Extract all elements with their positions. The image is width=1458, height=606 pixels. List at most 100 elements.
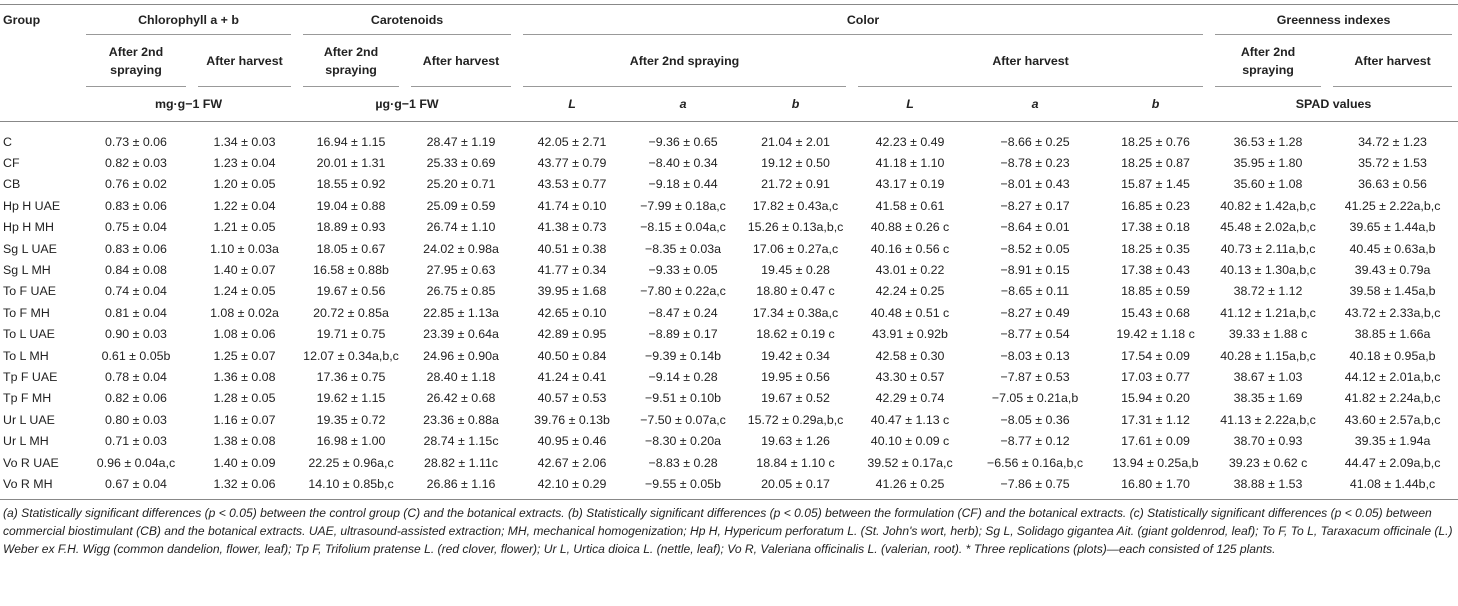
value-cell-spad-s: 45.48 ± 2.02a,b,c — [1220, 220, 1316, 235]
value-cell-car-s: 18.55 ± 0.92 — [316, 177, 386, 192]
value-cell-car-s: 16.98 ± 1.00 — [316, 434, 386, 449]
group-header: Group — [0, 4, 80, 35]
value-cell-chl-h: 1.08 ± 0.02a — [210, 305, 279, 320]
chlorophyll-header: Chlorophyll a + b — [80, 4, 298, 35]
value-cell-spad-h: 43.60 ± 2.57a,b,c — [1344, 412, 1441, 427]
spad-unit: SPAD values — [1209, 87, 1458, 122]
value-cell-b-s: 15.26 ± 0.13a,b,c — [747, 220, 844, 235]
group-cell: Ur L MH — [3, 434, 49, 449]
value-cell-b-h: 16.80 ± 1.70 — [1102, 473, 1210, 500]
value-cell-spad-s: 38.35 ± 1.69 — [1233, 391, 1303, 406]
value-cell-b-h: 15.87 ± 1.45 — [1121, 177, 1190, 192]
value-cell-a-s: −8.15 ± 0.04a,c — [640, 220, 726, 235]
value-cell-car-s: 20.01 ± 1.31 — [316, 156, 386, 171]
value-cell-chl-h: 1.24 ± 0.05 — [213, 284, 276, 299]
value-cell-b-s: 17.34 ± 0.38a,c — [752, 305, 839, 320]
table-row: To F UAE 0.74 ± 0.04 1.24 ± 0.05 19.67 ± 0.… — [0, 281, 1458, 302]
table-row: Sg L MH 0.84 ± 0.08 1.40 ± 0.07 16.58 ± 0.8… — [0, 259, 1458, 280]
table-row: Ur L UAE 0.80 ± 0.03 1.16 ± 0.07 19.35 ± 0.… — [0, 409, 1458, 430]
value-cell-chl-h: 1.38 ± 0.08 — [213, 434, 276, 449]
value-cell-b-s: 17.06 ± 0.27a,c — [752, 241, 839, 256]
value-cell-car-h: 26.42 ± 0.68 — [426, 391, 496, 406]
value-cell-a-s: −8.35 ± 0.03a — [645, 241, 722, 256]
value-cell-car-h: 26.86 ± 1.16 — [405, 473, 518, 500]
value-cell-L-s: 43.53 ± 0.77 — [537, 177, 607, 192]
value-cell-spad-s: 40.73 ± 2.11a,b,c — [1220, 241, 1316, 256]
value-cell-car-s: 19.67 ± 0.56 — [316, 284, 386, 299]
value-cell-b-h: 15.43 ± 0.68 — [1121, 305, 1190, 320]
results-table: Group Chlorophyll a + b Carotenoids Colo… — [0, 4, 1458, 500]
value-cell-a-h: −8.05 ± 0.36 — [1000, 412, 1070, 427]
value-cell-L-h: 40.48 ± 0.51 c — [870, 305, 950, 320]
table-row: Vo R UAE 0.96 ± 0.04a,c 1.40 ± 0.09 22.25 ±… — [0, 452, 1458, 473]
value-cell-spad-s: 41.12 ± 1.21a,b,c — [1220, 305, 1316, 320]
value-cell-spad-h: 35.72 ± 1.53 — [1358, 156, 1427, 171]
table-row: Hp H UAE 0.83 ± 0.06 1.22 ± 0.04 19.04 ± 0.… — [0, 195, 1458, 216]
value-cell-L-s: 41.74 ± 0.10 — [537, 198, 607, 213]
group-cell: Vo R MH — [0, 473, 80, 500]
value-cell-car-h: 25.33 ± 0.69 — [426, 156, 496, 171]
value-cell-spad-s: 36.53 ± 1.28 — [1233, 134, 1303, 149]
value-cell-spad-h: 44.47 ± 2.09a,b,c — [1344, 455, 1441, 470]
value-cell-b-h: 17.31 ± 1.12 — [1121, 412, 1190, 427]
value-cell-spad-h: 41.25 ± 2.22a,b,c — [1344, 198, 1441, 213]
value-cell-spad-h: 39.58 ± 1.45a,b — [1349, 284, 1436, 299]
value-cell-car-h: 23.36 ± 0.88a — [423, 412, 499, 427]
L-harvest-header: L — [852, 87, 969, 122]
value-cell-b-s: 19.67 ± 0.52 — [761, 391, 830, 406]
chl-after-harvest-header: After harvest — [192, 35, 297, 87]
value-cell-b-h: 15.94 ± 0.20 — [1121, 391, 1190, 406]
value-cell-a-h: −7.86 ± 0.75 — [968, 473, 1103, 500]
value-cell-chl-s: 0.67 ± 0.04 — [80, 473, 192, 500]
value-cell-car-s: 17.36 ± 0.75 — [316, 369, 386, 384]
value-cell-chl-h: 1.21 ± 0.05 — [213, 220, 276, 235]
value-cell-spad-s: 40.28 ± 1.15a,b,c — [1220, 348, 1316, 363]
value-cell-car-h: 28.40 ± 1.18 — [426, 369, 496, 384]
value-cell-b-s: 17.82 ± 0.43a,c — [752, 198, 839, 213]
value-cell-spad-s: 39.23 ± 0.62 c — [1228, 455, 1308, 470]
group-cell: To L MH — [3, 348, 49, 363]
L-spraying-header: L — [517, 87, 628, 122]
value-cell-b-s: 15.72 ± 0.29a,b,c — [747, 412, 844, 427]
value-cell-b-s: 18.80 ± 0.47 c — [756, 284, 835, 299]
value-cell-spad-s: 35.60 ± 1.08 — [1233, 177, 1303, 192]
value-cell-spad-h: 40.18 ± 0.95a,b — [1349, 348, 1436, 363]
value-cell-chl-h: 1.20 ± 0.05 — [213, 177, 276, 192]
table-row: CF 0.82 ± 0.03 1.23 ± 0.04 20.01 ± 1.31 25.3… — [0, 152, 1458, 173]
header-row-3: mg·g−1 FW µg·g−1 FW L a b L a b SPAD val… — [0, 87, 1458, 122]
value-cell-spad-s: 41.13 ± 2.22a,b,c — [1220, 412, 1316, 427]
value-cell-L-s: 43.77 ± 0.79 — [537, 156, 607, 171]
header-row-2: After 2nd spraying After harvest After 2… — [0, 35, 1458, 87]
value-cell-a-s: −9.18 ± 0.44 — [648, 177, 718, 192]
value-cell-spad-h: 44.12 ± 2.01a,b,c — [1344, 369, 1441, 384]
value-cell-car-h: 26.75 ± 0.85 — [426, 284, 496, 299]
value-cell-b-s: 19.95 ± 0.56 — [761, 369, 830, 384]
value-cell-chl-h: 1.22 ± 0.04 — [213, 198, 276, 213]
table-row: Sg L UAE 0.83 ± 0.06 1.10 ± 0.03a 18.05 ± 0… — [0, 238, 1458, 259]
value-cell-chl-s: 0.61 ± 0.05b — [101, 348, 171, 363]
value-cell-b-h: 18.25 ± 0.76 — [1121, 134, 1190, 149]
value-cell-b-s: 21.04 ± 2.01 — [761, 134, 830, 149]
value-cell-a-s: −8.40 ± 0.34 — [648, 156, 718, 171]
value-cell-a-s: −9.55 ± 0.05b — [627, 473, 740, 500]
value-cell-chl-s: 0.78 ± 0.04 — [105, 369, 167, 384]
value-cell-chl-s: 0.81 ± 0.04 — [105, 305, 167, 320]
value-cell-chl-s: 0.82 ± 0.06 — [105, 391, 167, 406]
value-cell-a-h: −7.87 ± 0.53 — [1000, 369, 1070, 384]
value-cell-car-h: 27.95 ± 0.63 — [426, 263, 496, 278]
value-cell-chl-s: 0.75 ± 0.04 — [105, 220, 167, 235]
value-cell-a-h: −8.27 ± 0.17 — [1000, 198, 1070, 213]
value-cell-a-h: −8.03 ± 0.13 — [1000, 348, 1070, 363]
group-cell: Sg L MH — [3, 263, 51, 278]
value-cell-chl-h: 1.34 ± 0.03 — [213, 134, 276, 149]
value-cell-a-s: −9.36 ± 0.65 — [648, 134, 718, 149]
value-cell-spad-s: 40.82 ± 1.42a,b,c — [1220, 198, 1316, 213]
value-cell-a-s: −9.14 ± 0.28 — [648, 369, 718, 384]
value-cell-car-s: 18.89 ± 0.93 — [316, 220, 386, 235]
table-row: To L UAE 0.90 ± 0.03 1.08 ± 0.06 19.71 ± 0.… — [0, 324, 1458, 345]
value-cell-car-h: 22.85 ± 1.13a — [423, 305, 499, 320]
value-cell-a-h: −8.27 ± 0.49 — [1000, 305, 1070, 320]
value-cell-L-s: 39.76 ± 0.13b — [534, 412, 610, 427]
a-harvest-header: a — [968, 87, 1103, 122]
